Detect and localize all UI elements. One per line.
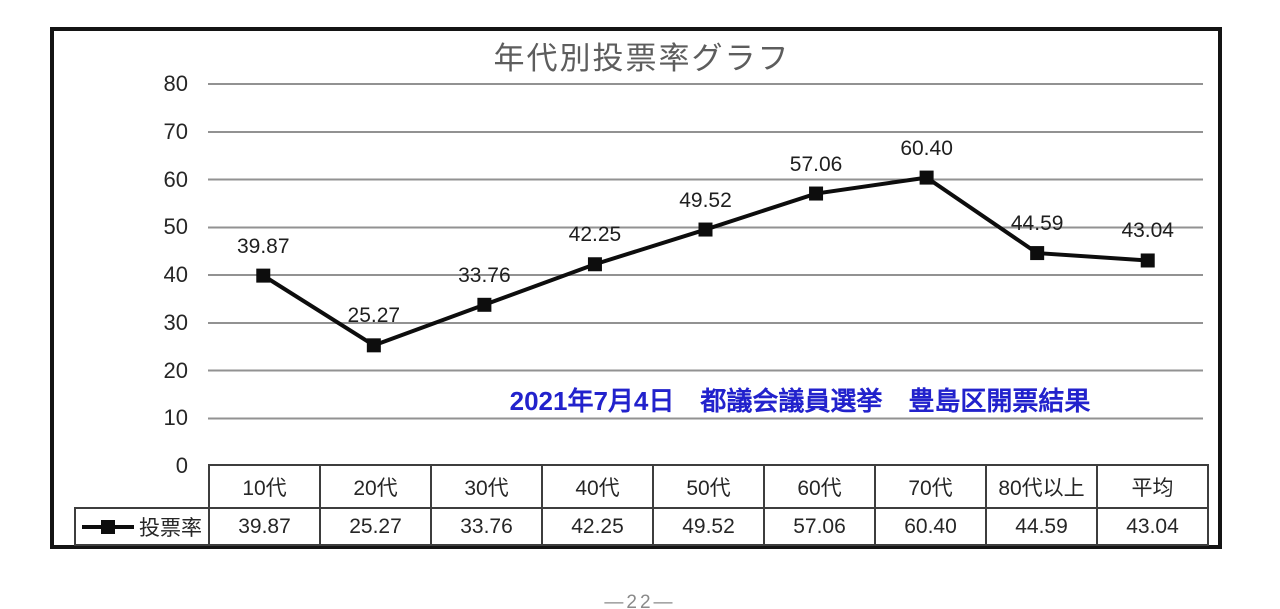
- table-value-cell: 43.04: [1096, 507, 1209, 546]
- point-label: 60.40: [900, 136, 953, 160]
- table-value-cell: 25.27: [319, 507, 432, 546]
- y-axis-tick-label: 70: [163, 118, 188, 144]
- point-label: 57.06: [789, 152, 843, 176]
- y-axis-tick-label: 60: [163, 166, 188, 192]
- table-header-cell: 30代: [430, 464, 543, 509]
- point-label: 43.04: [1121, 219, 1174, 243]
- point-label: 49.52: [679, 188, 732, 212]
- table-value-cell: 60.40: [874, 507, 987, 546]
- table-header-cell: 60代: [763, 464, 876, 509]
- point-label: 33.76: [458, 263, 511, 287]
- table-value-cell: 33.76: [430, 507, 543, 546]
- y-axis-tick-label: 0: [175, 453, 188, 478]
- table-header-cell: 10代: [208, 464, 321, 509]
- point-label: 39.87: [236, 234, 290, 258]
- page-number: ―22―: [604, 592, 676, 609]
- y-axis-tick-label: 50: [163, 214, 188, 240]
- table-value-cell: 49.52: [652, 507, 765, 546]
- table-value-cell: 39.87: [208, 507, 321, 546]
- y-axis-tick-label: 80: [163, 71, 188, 96]
- table-value-cell: 42.25: [541, 507, 654, 546]
- table-value-cell: 57.06: [763, 507, 876, 546]
- table-header-cell: 40代: [541, 464, 654, 509]
- y-axis-tick-label: 20: [163, 357, 188, 383]
- y-axis-tick-label: 40: [163, 262, 188, 287]
- point-label: 42.25: [568, 223, 622, 247]
- legend-label: 投票率: [139, 516, 202, 540]
- chart-annotation: 2021年7月4日 都議会議員選挙 豊島区開票結果: [509, 386, 1091, 416]
- table-header-cell: 80代以上: [985, 464, 1098, 509]
- point-label: 44.59: [1010, 212, 1064, 236]
- data-table: 10代 20代 30代 40代 50代 60代 70代 80代以上 平均投票率 39.87 25.2…: [74, 464, 1209, 546]
- table-corner-empty: [75, 465, 209, 508]
- series-marker-icon: [82, 519, 134, 534]
- table-header-cell: 50代: [652, 464, 765, 509]
- y-axis-tick-label: 30: [163, 309, 188, 335]
- chart-title: 年代別投票率グラフ: [493, 41, 791, 76]
- legend-cell: 投票率: [74, 507, 210, 546]
- table-value-cell: 44.59: [985, 507, 1098, 546]
- table-header-cell: 平均: [1096, 464, 1209, 509]
- y-axis-tick-label: 10: [163, 405, 188, 431]
- table-header-cell: 70代: [874, 464, 987, 509]
- point-label: 25.27: [347, 304, 401, 328]
- table-header-cell: 20代: [319, 464, 432, 509]
